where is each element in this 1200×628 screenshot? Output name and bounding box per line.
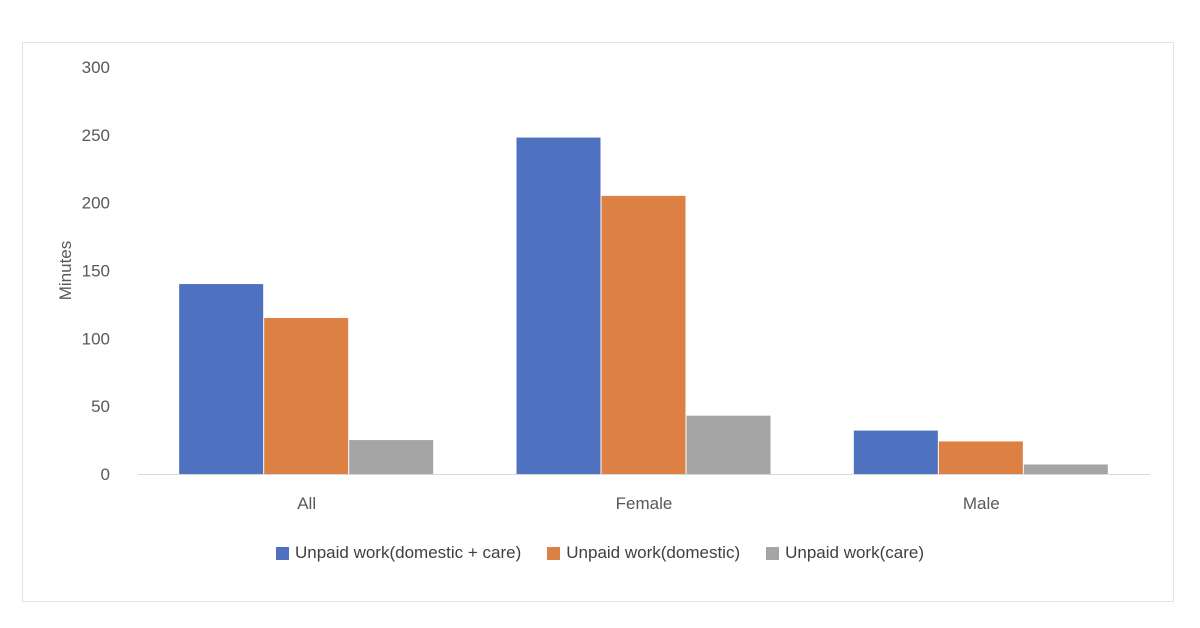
y-tick-label: 250 [82, 126, 110, 145]
bar [686, 415, 771, 474]
y-tick-label: 150 [82, 262, 110, 281]
legend-item: Unpaid work(domestic) [547, 543, 740, 563]
legend-label: Unpaid work(domestic) [566, 543, 741, 562]
y-tick-label: 200 [82, 194, 110, 213]
legend-swatch [275, 546, 289, 560]
y-tick-label: 0 [101, 465, 110, 484]
bar [601, 195, 686, 474]
bar [938, 441, 1023, 474]
x-tick-label: Female [616, 494, 673, 513]
x-tick-label: All [297, 494, 316, 513]
legend-item: Unpaid work(domestic + care) [275, 543, 522, 563]
bar [179, 284, 264, 474]
bar [1023, 464, 1108, 474]
bars [179, 137, 1108, 474]
x-tick-label: Male [963, 494, 1000, 513]
bar [516, 137, 601, 474]
legend-swatch [766, 546, 780, 560]
y-axis-title: Minutes [56, 241, 75, 301]
x-axis-labels: All Female Male [297, 494, 1000, 513]
legend: Unpaid work(domestic + care) Unpaid work(… [0, 541, 1200, 565]
legend-swatch [547, 546, 561, 560]
y-axis-ticks: 0 50 100 150 200 250 300 [82, 58, 110, 484]
bar [264, 317, 349, 474]
legend-item: Unpaid work(care) [766, 543, 924, 563]
bar [349, 440, 434, 474]
bar [853, 430, 938, 474]
y-tick-label: 50 [91, 397, 110, 416]
legend-label: Unpaid work(domestic + care) [294, 543, 522, 562]
y-tick-label: 300 [82, 58, 110, 77]
y-tick-label: 100 [82, 329, 110, 348]
legend-label: Unpaid work(care) [785, 543, 924, 562]
